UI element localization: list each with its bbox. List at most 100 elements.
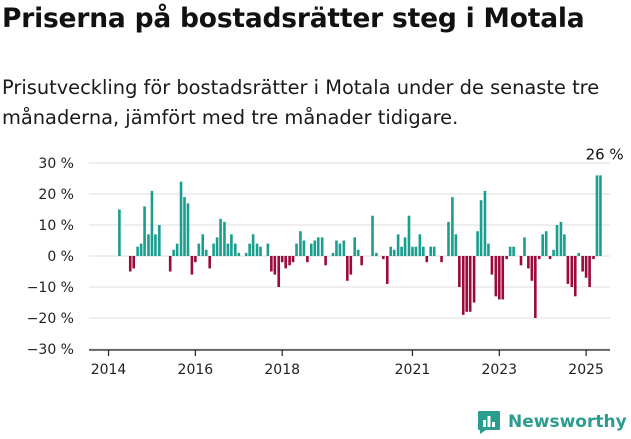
brand-name: Newsworthy: [508, 412, 627, 432]
bar: [392, 249, 396, 256]
bar: [331, 252, 335, 256]
y-tick-label: −30 %: [27, 342, 74, 358]
bar: [244, 252, 248, 256]
bar: [454, 234, 458, 256]
bar-chart-logo-icon: [478, 411, 500, 434]
bar: [172, 249, 175, 256]
bar: [523, 237, 526, 256]
bar: [219, 218, 222, 256]
bar: [468, 256, 472, 312]
bar: [563, 234, 566, 256]
bar: [505, 256, 508, 260]
bar: [208, 256, 212, 269]
bar: [346, 256, 349, 281]
bar: [295, 243, 298, 256]
bar: [400, 246, 403, 256]
bar: [595, 175, 599, 256]
bar: [320, 237, 324, 256]
bar: [414, 246, 418, 256]
bar: [212, 243, 215, 256]
bar: [215, 237, 219, 256]
bar: [490, 256, 494, 275]
bar: [501, 256, 505, 300]
newsworthy-brand: Newsworthy: [476, 408, 627, 436]
bar: [251, 234, 255, 256]
bar: [581, 256, 584, 272]
bar: [422, 246, 425, 256]
bar: [128, 256, 132, 272]
bar: [599, 175, 602, 256]
bar: [277, 256, 281, 287]
x-tick-label: 2025: [568, 362, 604, 378]
bar: [356, 249, 360, 256]
bar: [280, 256, 284, 263]
bar: [573, 256, 577, 297]
bar: [418, 234, 422, 256]
bar: [371, 215, 374, 256]
bar: [316, 237, 320, 256]
bar: [440, 256, 443, 263]
bar: [385, 256, 389, 284]
bar: [360, 256, 363, 266]
bar: [476, 231, 479, 256]
bar: [288, 256, 291, 266]
bar: [472, 256, 476, 303]
bars: [118, 175, 602, 318]
bar: [588, 256, 591, 287]
y-tick-label: −10 %: [27, 280, 74, 296]
bar: [338, 243, 342, 256]
bar: [194, 256, 197, 263]
y-tick-label: 20 %: [38, 187, 74, 203]
bar: [461, 256, 465, 315]
bar: [544, 231, 548, 256]
bar: [273, 256, 277, 275]
bar: [313, 240, 317, 256]
bar: [266, 243, 270, 256]
bar: [487, 243, 490, 256]
x-tick-label: 2014: [91, 362, 127, 378]
bar: [342, 240, 346, 256]
x-tick-label: 2023: [481, 362, 517, 378]
annotation-label: 26 %: [586, 145, 624, 163]
bar: [335, 240, 338, 256]
bar: [143, 206, 146, 256]
bar: [411, 246, 414, 256]
bar: [309, 243, 313, 256]
bar: [270, 256, 273, 272]
bar: [512, 246, 515, 256]
bar: [552, 249, 555, 256]
bar: [150, 190, 154, 256]
bar: [306, 256, 309, 263]
x-tick-label: 2018: [264, 362, 300, 378]
bar: [179, 181, 183, 256]
bar: [407, 215, 411, 256]
bar: [592, 256, 595, 260]
bar: [154, 234, 157, 256]
y-tick-label: 0 %: [47, 249, 74, 265]
bar: [577, 252, 581, 256]
bar: [201, 234, 205, 256]
bar: [168, 256, 172, 272]
bar: [190, 256, 194, 275]
y-tick-label: 30 %: [38, 156, 74, 172]
bar: [555, 225, 559, 256]
bar: [479, 200, 483, 256]
bar: [451, 197, 454, 256]
bar: [299, 231, 302, 256]
bar: [425, 256, 429, 263]
bar: [223, 221, 226, 256]
bar: [255, 243, 259, 256]
bar: [584, 256, 588, 278]
bar: [537, 256, 541, 260]
bar: [291, 256, 295, 263]
x-tick-label: 2021: [395, 362, 431, 378]
bar: [497, 256, 501, 300]
page-title: Priserna på bostadsrätter steg i Motala: [2, 3, 585, 34]
bar: [465, 256, 469, 312]
bar: [548, 256, 552, 260]
page-subtitle: Prisutveckling för bostadsrätter i Motal…: [2, 76, 600, 129]
y-axis-ticks: 30 % 20 % 10 % 0 % −10 % −20 % −30 %: [27, 156, 74, 358]
bar: [284, 256, 287, 269]
bar: [566, 256, 570, 284]
y-tick-label: 10 %: [38, 218, 74, 234]
